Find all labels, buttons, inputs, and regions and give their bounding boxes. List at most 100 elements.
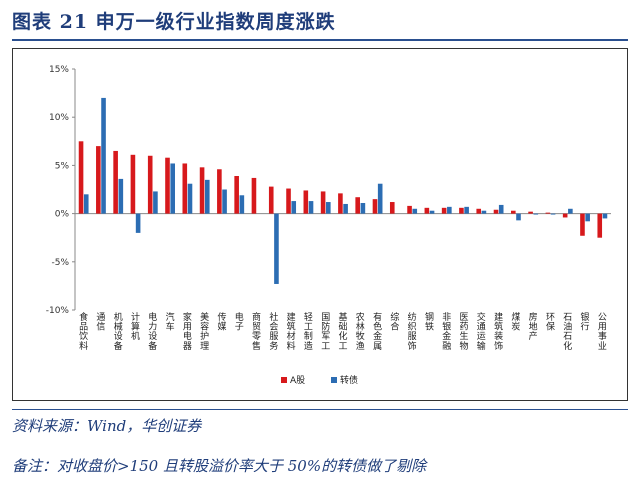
bar-a-share-9	[234, 176, 239, 214]
bar-convertible-8	[222, 189, 227, 214]
bar-a-share-13	[303, 190, 309, 214]
category-label-8: 传媒	[217, 311, 226, 333]
category-label-20: 钢铁	[425, 311, 434, 333]
bar-convertible-28	[568, 208, 573, 214]
category-label-24: 建筑装饰	[494, 311, 503, 352]
y-tick-label: 10%	[49, 113, 69, 123]
category-label-23: 交通运输	[477, 311, 486, 352]
bar-a-share-5	[165, 157, 170, 214]
bar-a-share-11	[268, 186, 274, 214]
category-label-12: 建筑材料	[287, 311, 296, 352]
bar-convertible-27	[550, 213, 556, 215]
bar-a-share-24	[493, 209, 499, 214]
legend-swatch-1	[331, 377, 337, 383]
bar-convertible-0	[83, 194, 89, 214]
title-divider	[12, 39, 628, 41]
bar-a-share-29	[580, 213, 585, 236]
category-label-1: 通信	[96, 312, 105, 333]
legend: A股 转债	[281, 374, 358, 386]
y-tick-label: -5%	[51, 258, 69, 268]
category-label-30: 公用事业	[598, 312, 607, 352]
category-label-25: 煤炭	[511, 311, 520, 333]
bar-convertible-26	[533, 213, 539, 215]
bar-convertible-30	[602, 213, 608, 219]
category-label-4: 电力设备	[148, 311, 157, 352]
y-tick-label: -10%	[46, 306, 70, 316]
bar-convertible-14	[326, 202, 331, 214]
bar-convertible-15	[343, 203, 348, 214]
category-label-6: 家用电器	[183, 311, 192, 352]
bar-convertible-1	[101, 97, 106, 214]
bar-a-share-25	[511, 210, 516, 214]
category-label-27: 环保	[546, 312, 555, 333]
bar-convertible-24	[498, 204, 504, 214]
bar-a-share-15	[338, 193, 343, 214]
bar-convertible-6	[187, 183, 193, 214]
category-label-17: 有色金属	[373, 311, 382, 352]
bar-convertible-21	[447, 206, 452, 214]
category-label-5: 汽车	[166, 311, 175, 333]
source-note: 资料来源：Wind，华创证券	[12, 417, 202, 435]
bar-a-share-30	[597, 213, 603, 238]
footer-divider	[12, 409, 628, 410]
bar-a-share-27	[545, 212, 551, 214]
bar-convertible-2	[118, 178, 124, 214]
bar-convertible-7	[204, 179, 210, 214]
bar-a-share-20	[424, 207, 430, 214]
bar-a-share-23	[476, 208, 482, 214]
chart-frame: -10% -5% 0% 5% 10% 15% 食品饮料 通信 机械设备 计算机 电力设备 汽车 家用电…	[12, 48, 628, 401]
bar-a-share-2	[113, 150, 118, 214]
bar-convertible-25	[516, 213, 521, 221]
bar-a-share-16	[355, 197, 360, 214]
bar-a-share-26	[528, 211, 533, 214]
category-label-21: 非银金融	[442, 311, 451, 352]
category-label-7: 美容护理	[200, 311, 209, 352]
remark-note: 备注：对收盘价>150 且转股溢价率大于 50%的转债做了剔除	[12, 457, 427, 475]
legend-label-1: 转债	[340, 374, 358, 386]
category-label-18: 综合	[390, 311, 399, 333]
category-label-28: 石油石化	[563, 313, 572, 352]
bar-convertible-29	[585, 213, 590, 222]
bar-a-share-6	[182, 163, 188, 214]
category-label-29: 银行	[581, 311, 590, 333]
legend-swatch-0	[281, 377, 287, 383]
category-label-0: 食品饮料	[79, 311, 88, 352]
bar-a-share-22	[459, 207, 464, 214]
category-label-3: 计算机	[131, 311, 140, 342]
bar-a-share-19	[407, 205, 412, 214]
legend-label-0: A股	[290, 375, 305, 386]
bar-convertible-22	[464, 206, 469, 214]
figure-header: 图表 21 申万一级行业指数周度涨跌	[0, 0, 640, 41]
bar-a-share-14	[320, 191, 326, 214]
bar-convertible-13	[308, 201, 314, 214]
bar-convertible-19	[412, 208, 418, 214]
bar-a-share-18	[389, 202, 395, 214]
axis-layer: -10% -5% 0% 5% 10% 15%	[46, 65, 611, 316]
bar-a-share-28	[562, 213, 568, 218]
figure-title: 图表 21 申万一级行业指数周度涨跌	[12, 11, 336, 33]
bar-convertible-5	[170, 163, 175, 214]
bar-a-share-4	[147, 155, 153, 214]
category-label-2: 机械设备	[114, 311, 123, 352]
y-tick-label: 15%	[49, 65, 69, 75]
category-label-26: 房地产	[529, 311, 538, 342]
bar-convertible-20	[429, 210, 435, 214]
bar-a-share-7	[199, 167, 205, 214]
category-label-layer: 食品饮料通信机械设备计算机电力设备汽车家用电器美容护理传媒电子商贸零售社会服务建…	[79, 311, 607, 352]
bar-a-share-1	[96, 146, 101, 214]
bar-a-share-17	[372, 199, 378, 214]
bar-a-share-10	[251, 177, 257, 214]
bar-a-share-3	[130, 154, 136, 214]
bar-a-share-0	[78, 141, 84, 214]
category-label-10: 商贸零售	[252, 311, 261, 352]
bar-convertible-4	[153, 191, 158, 214]
category-label-22: 医药生物	[460, 312, 469, 352]
category-label-14: 国防军工	[321, 312, 330, 352]
y-tick-label: 0%	[55, 210, 70, 220]
bar-convertible-9	[239, 195, 245, 214]
bar-a-share-8	[217, 169, 222, 214]
bar-convertible-3	[135, 213, 141, 233]
bar-convertible-23	[481, 210, 487, 214]
bar-convertible-16	[360, 203, 366, 214]
category-label-13: 轻工制造	[304, 311, 313, 352]
